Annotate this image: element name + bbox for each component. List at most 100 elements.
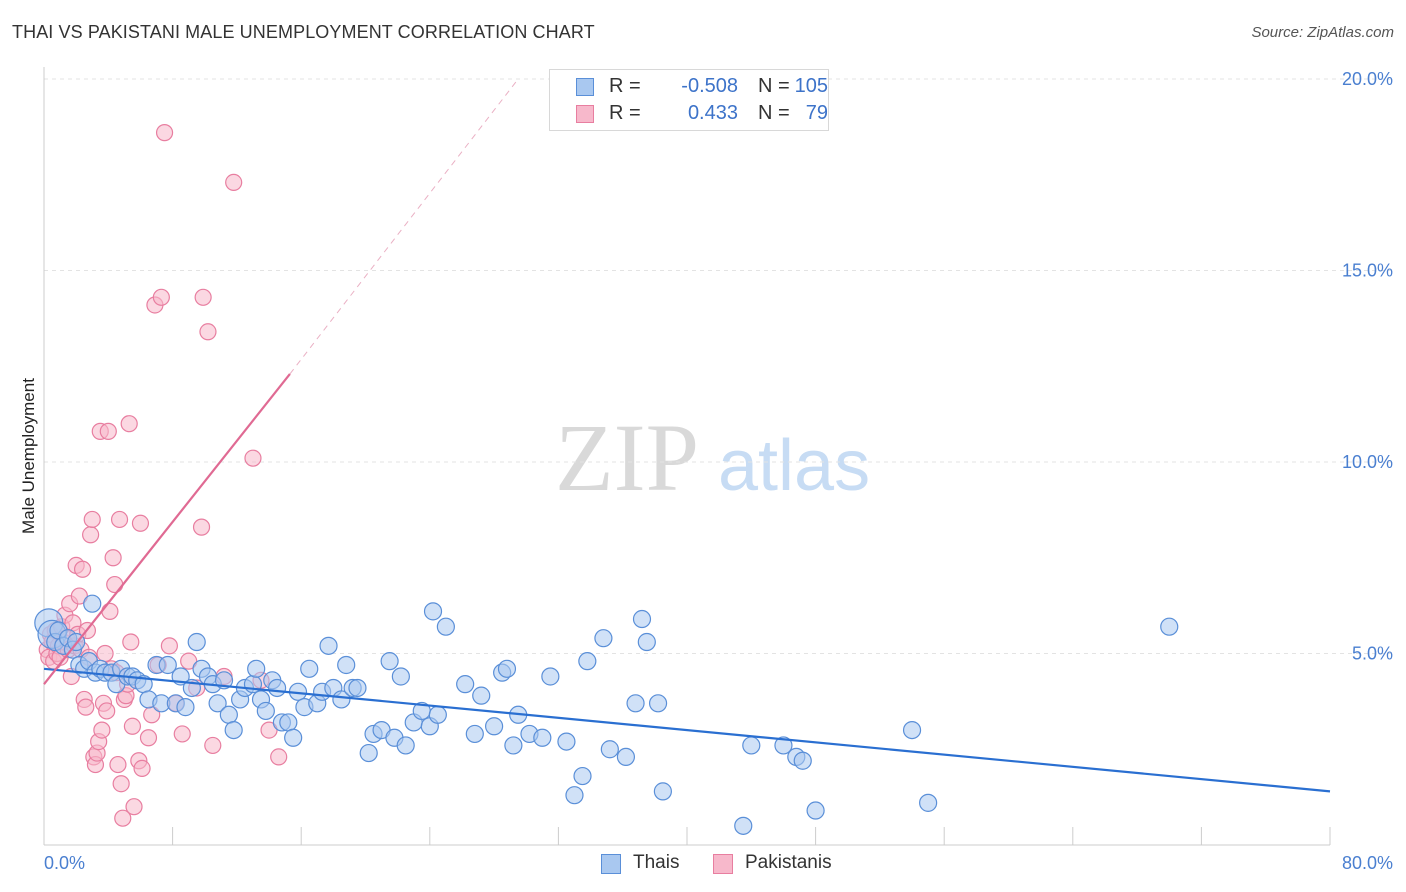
- thais-point: [396, 736, 415, 755]
- thais-point: [219, 705, 238, 724]
- thais-point: [774, 736, 793, 755]
- thais-point: [332, 690, 351, 709]
- thais-point: [300, 659, 319, 678]
- thais-point: [632, 609, 652, 629]
- x-tick-label: 0.0%: [44, 853, 85, 873]
- watermark: ZIP atlas: [555, 404, 870, 511]
- y-tick-labels: 5.0% 10.0% 15.0% 20.0%: [1342, 69, 1393, 664]
- thais-point: [436, 617, 455, 636]
- thais-points: [34, 594, 1179, 835]
- pakistanis-point: [73, 560, 92, 578]
- thais-point: [319, 636, 338, 655]
- thais-trend-line: [43, 667, 1331, 793]
- axes: [43, 67, 1331, 846]
- x-tick-labels: 0.0% 80.0%: [44, 853, 1393, 873]
- r-value: -0.508: [681, 75, 738, 97]
- gridlines: [44, 78, 1395, 654]
- thais-point: [541, 667, 560, 686]
- r-label: R =: [609, 102, 641, 124]
- pakistanis-point: [96, 644, 114, 663]
- thais-point: [600, 740, 619, 759]
- thais-point: [337, 655, 356, 675]
- thais-point: [485, 717, 504, 736]
- thais-point: [653, 782, 672, 801]
- thais-point: [557, 732, 576, 751]
- r-value: 0.433: [687, 102, 738, 124]
- thais-point: [565, 786, 584, 805]
- thais-point: [187, 632, 206, 652]
- pakistanis-point: [82, 526, 100, 544]
- source-credit: Source: ZipAtlas.com: [1251, 24, 1394, 41]
- thais-point: [616, 747, 636, 767]
- pakistanis-point: [120, 415, 138, 433]
- pakistanis-point: [131, 514, 150, 532]
- pakistanis-point: [104, 549, 122, 567]
- thais-point: [423, 602, 443, 621]
- pakistanis-point: [110, 510, 129, 529]
- thais-point: [742, 736, 761, 755]
- correlation-legend: R = -0.508 N = 105 R = 0.433 N = 79: [549, 69, 829, 131]
- thais-legend-swatch: [601, 854, 621, 874]
- pakistanis-point: [99, 422, 117, 440]
- thais-point: [359, 743, 378, 763]
- thais-point: [256, 701, 275, 721]
- watermark-atlas: atlas: [718, 426, 870, 506]
- thais-point: [247, 659, 266, 678]
- thais-point: [806, 801, 825, 820]
- thais-point: [734, 816, 753, 835]
- pakistanis-point: [125, 798, 143, 816]
- thais-point: [594, 629, 613, 648]
- pakistanis-trend-line: [43, 373, 291, 685]
- thais-point: [284, 728, 303, 747]
- thais-point: [279, 713, 298, 732]
- pakistanis-point: [199, 323, 217, 341]
- y-tick-label: 20.0%: [1342, 69, 1393, 89]
- thais-point: [83, 594, 102, 613]
- pakistanis-point: [270, 748, 288, 766]
- n-label: N =: [758, 75, 790, 97]
- watermark-zip: ZIP: [555, 404, 699, 511]
- y-tick-label: 15.0%: [1342, 261, 1393, 281]
- y-axis-label: Male Unemployment: [19, 378, 38, 534]
- thais-point: [573, 766, 592, 786]
- pakistanis-point: [77, 698, 95, 716]
- pakistanis-trend-extension: [289, 78, 519, 375]
- chart-title: THAI VS PAKISTANI MALE UNEMPLOYMENT CORR…: [12, 22, 595, 42]
- thais-legend-label: Thais: [633, 852, 680, 873]
- x-tick-label: 80.0%: [1342, 853, 1393, 873]
- n-value: 79: [805, 102, 828, 124]
- pakistanis-point: [123, 717, 142, 735]
- trend-lines: [43, 78, 1331, 793]
- pakistanis-point: [194, 288, 212, 306]
- pakistanis-point: [173, 725, 191, 743]
- pakistanis-point: [204, 736, 222, 755]
- thais-point: [793, 751, 812, 770]
- n-label: N =: [758, 102, 790, 124]
- pakistanis-point: [192, 518, 211, 536]
- thais-point: [919, 793, 938, 812]
- r-label: R =: [609, 75, 641, 97]
- pakistanis-point: [93, 721, 111, 739]
- pakistanis-point: [114, 809, 132, 827]
- thais-point: [267, 678, 287, 698]
- pakistanis-swatch: [576, 105, 594, 123]
- thais-point: [497, 659, 517, 678]
- thais-point: [902, 720, 922, 740]
- thais-point: [176, 698, 195, 717]
- y-tick-label: 5.0%: [1352, 644, 1393, 664]
- pakistanis-point: [133, 759, 151, 778]
- thais-point: [626, 694, 645, 713]
- thais-point: [1160, 617, 1179, 636]
- thais-point: [637, 632, 656, 652]
- thais-point: [208, 694, 227, 713]
- thais-point: [380, 652, 399, 671]
- pakistanis-point: [122, 633, 140, 651]
- thais-point: [391, 667, 410, 686]
- thais-point: [428, 705, 447, 724]
- y-tick-label: 10.0%: [1342, 452, 1393, 472]
- pakistanis-points: [38, 124, 288, 827]
- thais-point: [465, 724, 484, 744]
- pakistanis-point: [109, 755, 127, 774]
- thais-point: [158, 655, 177, 675]
